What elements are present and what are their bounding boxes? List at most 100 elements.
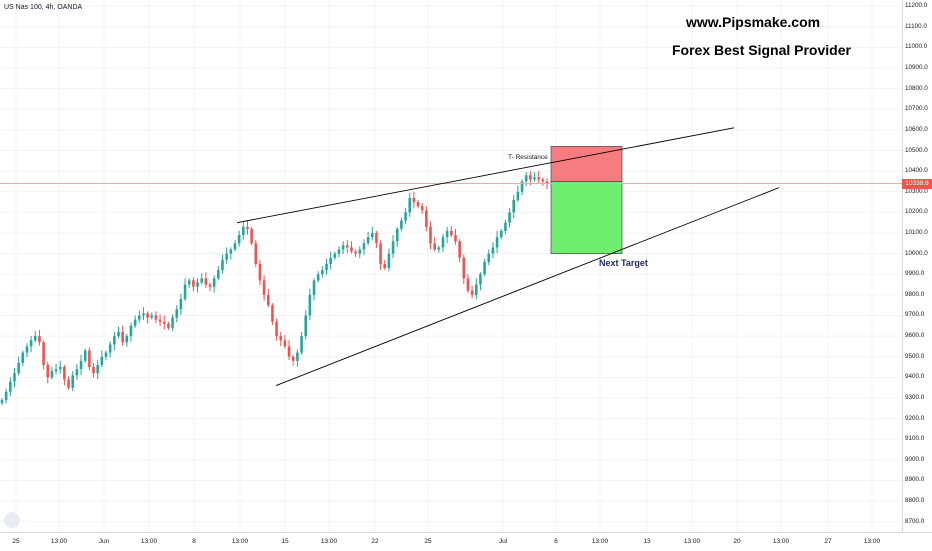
candle-body xyxy=(225,253,228,260)
candle-body xyxy=(29,340,33,347)
candle-body xyxy=(63,367,66,380)
candle-body xyxy=(395,228,399,242)
price-tick-label: 9200.0 xyxy=(905,414,925,422)
candle-body xyxy=(96,364,99,374)
chart-area[interactable]: US Nas 100, 4h, OANDA www.Pipsmake.com F… xyxy=(0,0,902,532)
candle-body xyxy=(354,251,357,254)
candle-body xyxy=(212,278,216,287)
candle-body xyxy=(221,259,224,271)
candle-body xyxy=(316,274,320,281)
candle-body xyxy=(104,352,108,357)
candle-body xyxy=(254,243,258,264)
candle-body xyxy=(142,313,145,316)
candle-body xyxy=(237,235,241,244)
candle-body xyxy=(146,313,149,318)
candle-body xyxy=(271,305,274,322)
candle-body xyxy=(387,253,391,269)
time-tick-label: Jun xyxy=(98,538,110,545)
candle-body xyxy=(158,319,162,322)
tradingview-logo-icon[interactable] xyxy=(4,512,20,528)
time-axis[interactable]: 25 13:00 Jun 13:00 8 13:00 15 13:00 22 25 Jul 6 13:0… xyxy=(0,532,932,551)
price-tick-label: 9100.0 xyxy=(905,435,925,443)
candle-body xyxy=(441,237,445,248)
candle-body xyxy=(508,212,511,223)
candle-body xyxy=(412,197,416,203)
candle-body xyxy=(516,191,520,201)
candle-body xyxy=(17,362,20,374)
candle-body xyxy=(258,263,262,281)
candle-body xyxy=(474,284,478,295)
time-tick-label: 13:00 xyxy=(231,538,249,545)
lower-trendline xyxy=(275,187,780,387)
candle-body xyxy=(183,284,187,299)
candle-body xyxy=(196,282,199,287)
candle-body xyxy=(92,367,95,374)
price-tick-label: 10100.0 xyxy=(905,229,928,236)
candle-body xyxy=(217,270,220,279)
candle-body xyxy=(266,294,270,306)
watermark-tagline: Forex Best Signal Provider xyxy=(672,42,851,58)
candle-body xyxy=(83,350,87,361)
candle-body xyxy=(0,400,4,404)
candle-body xyxy=(46,364,50,378)
candle-body xyxy=(529,175,532,180)
candle-body xyxy=(533,177,536,180)
price-tick-label: 9700.0 xyxy=(905,311,925,319)
candle-body xyxy=(383,263,387,269)
price-chart[interactable] xyxy=(0,0,902,532)
candle-body xyxy=(408,197,411,213)
time-tick-label: 20 xyxy=(733,538,741,545)
candle-body xyxy=(162,321,166,324)
candle-body xyxy=(541,179,545,182)
price-tick-label: 10700.0 xyxy=(905,105,928,113)
time-tick-label: 22 xyxy=(371,538,379,545)
time-tick-label: 8 xyxy=(192,538,196,545)
candle-body xyxy=(9,381,12,392)
candle-body xyxy=(499,230,503,238)
candle-body xyxy=(304,315,307,337)
candle-body xyxy=(296,352,299,361)
candle-body xyxy=(429,226,432,244)
candle-body xyxy=(487,253,491,262)
candle-body xyxy=(242,226,245,236)
candle-body xyxy=(308,294,312,316)
price-tick-label: 10900.0 xyxy=(905,64,928,72)
price-tick-label: 10300.0 xyxy=(905,187,928,195)
candle-body xyxy=(479,274,482,285)
price-tick-label: 9400.0 xyxy=(905,373,925,381)
candle-body xyxy=(491,247,495,254)
time-tick-label: 13:00 xyxy=(591,538,609,545)
price-tick-label: 9500.0 xyxy=(905,352,925,360)
time-tick-label: 13:00 xyxy=(683,538,701,545)
candle-body xyxy=(483,261,486,275)
candle-body xyxy=(462,257,466,279)
candle-body xyxy=(154,315,158,320)
candle-body xyxy=(21,352,25,363)
candle-body xyxy=(233,243,237,250)
candle-body xyxy=(445,230,449,238)
candle-body xyxy=(362,243,366,250)
price-tick-label: 9600.0 xyxy=(905,332,925,340)
candle-body xyxy=(250,228,253,244)
candle-body xyxy=(346,245,349,248)
price-axis[interactable]: 11200.0 11100.0 11000.0 10900.0 10800.0 10700… xyxy=(902,0,932,532)
current-price-badge: 10339.8 xyxy=(902,178,932,189)
candle-body xyxy=(358,249,362,254)
candle-body xyxy=(416,202,420,207)
candle-body xyxy=(275,321,278,337)
candle-body xyxy=(208,284,212,287)
candle-body xyxy=(4,391,8,401)
candle-body xyxy=(38,336,41,343)
price-tick-label: 10200.0 xyxy=(905,208,928,216)
price-tick-label: 9900.0 xyxy=(905,270,925,278)
candle-body xyxy=(138,315,141,320)
candle-body xyxy=(171,317,174,328)
candle-body xyxy=(450,230,453,236)
candle-body xyxy=(333,253,337,258)
candle-body xyxy=(325,263,328,271)
candle-body xyxy=(88,350,91,368)
time-tick-label: 13:00 xyxy=(320,538,338,545)
candle-body xyxy=(71,375,75,388)
candle-body xyxy=(33,336,37,341)
price-tick-label: 10000.0 xyxy=(905,249,928,257)
